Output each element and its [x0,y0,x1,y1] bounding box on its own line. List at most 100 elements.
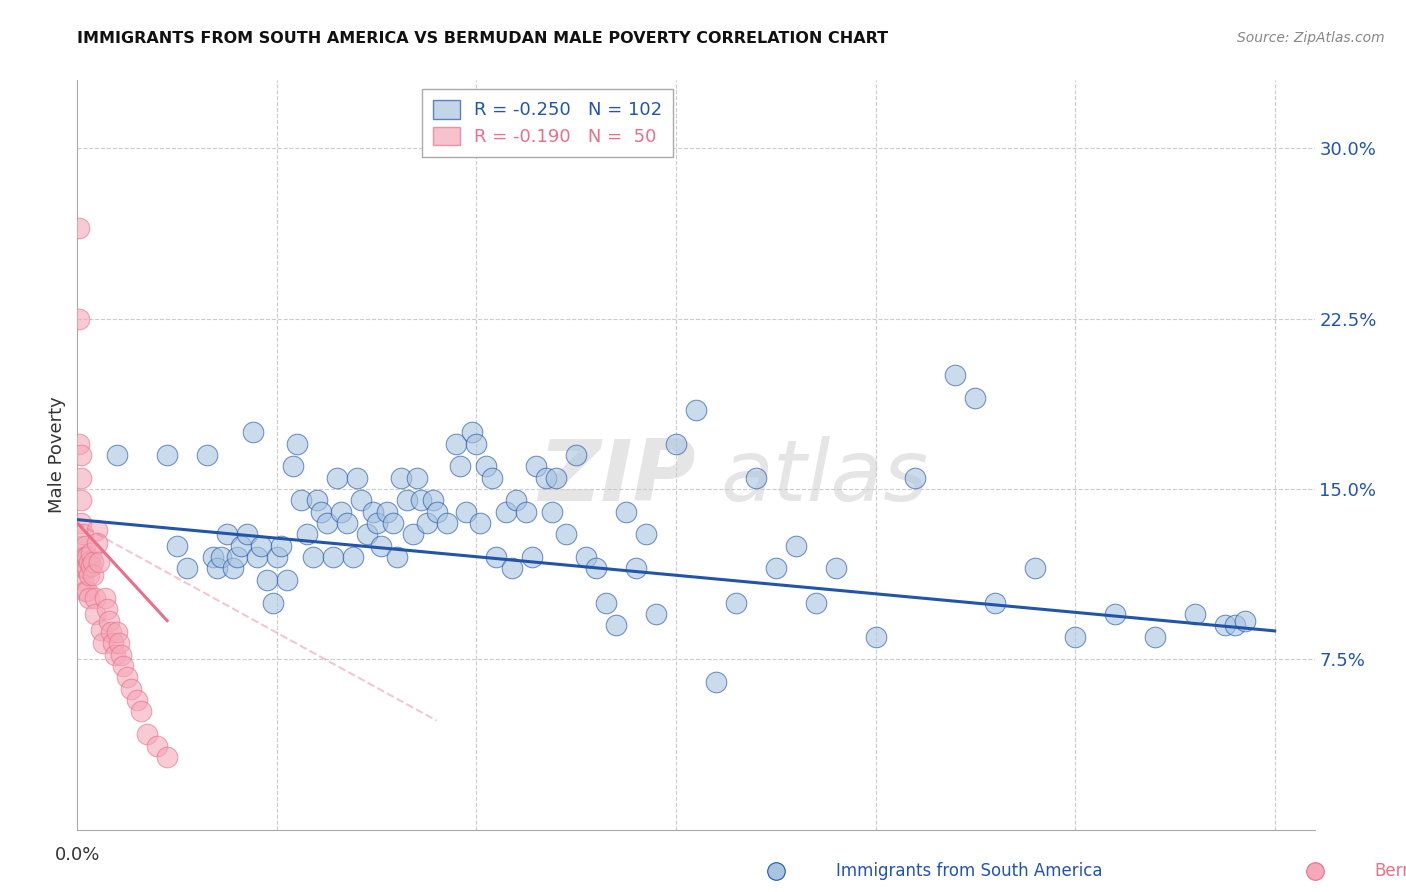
Point [546,470,568,484]
Point [1024,561,1046,575]
Point [381,516,404,530]
Point [72,527,94,541]
Point [281,459,304,474]
Point [461,425,484,440]
Point [79,555,101,569]
Point [804,595,827,609]
Point [100,625,122,640]
Point [585,561,607,575]
Point [395,493,418,508]
Point [120,681,142,696]
Point [326,470,349,484]
Point [329,505,352,519]
Point [456,505,478,519]
Point [565,448,588,462]
Point [1184,607,1206,621]
Point [645,607,668,621]
Point [209,550,232,565]
Point [1213,618,1236,632]
Point [262,595,284,609]
Point [96,602,118,616]
Point [301,550,323,565]
Point [555,527,578,541]
Text: Immigrants from South America: Immigrants from South America [835,862,1102,880]
Point [614,505,637,519]
Point [86,523,108,537]
Point [67,311,90,326]
Point [1143,630,1166,644]
Point [536,470,558,484]
Point [375,505,398,519]
Text: Source: ZipAtlas.com: Source: ZipAtlas.com [1237,31,1385,45]
Point [315,516,337,530]
Point [156,750,179,764]
Point [266,550,288,565]
Point [91,636,114,650]
Point [79,591,101,605]
Point [86,536,108,550]
Point [166,539,188,553]
Point [76,584,98,599]
Point [515,505,537,519]
Point [70,470,93,484]
Point [90,623,112,637]
Point [80,545,103,559]
Point [385,550,408,565]
Point [370,539,392,553]
Point [229,539,252,553]
Point [765,561,787,575]
Point [256,573,278,587]
Point [82,555,104,569]
Point [94,591,117,605]
Point [322,550,344,565]
Point [945,368,967,383]
Point [356,527,378,541]
Point [115,670,138,684]
Point [501,561,523,575]
Point [176,561,198,575]
Point [103,636,125,650]
Point [1233,614,1256,628]
Point [350,493,373,508]
Point [75,584,97,599]
Point [309,505,332,519]
Point [72,573,94,587]
Point [270,539,292,553]
Point [226,550,249,565]
Point [67,436,90,450]
Text: Bermudans: Bermudans [1375,862,1406,880]
Point [290,493,312,508]
Point [79,568,101,582]
Point [105,448,128,462]
Point [450,459,472,474]
Point [346,470,368,484]
Point [465,436,488,450]
Point [605,618,627,632]
Point [724,595,747,609]
Point [415,516,437,530]
Point [389,470,412,484]
Point [67,220,90,235]
Point [436,516,458,530]
Point [422,493,444,508]
Point [136,727,159,741]
Point [342,550,364,565]
Point [202,550,225,565]
Point [250,539,273,553]
Text: atlas: atlas [721,436,929,519]
Point [89,555,111,569]
Point [366,516,388,530]
Point [575,550,598,565]
Point [70,448,93,462]
Point [98,614,121,628]
Point [285,436,308,450]
Point [624,561,647,575]
Point [80,559,103,574]
Point [110,648,132,662]
Point [82,568,104,582]
Point [636,527,658,541]
Point [475,459,498,474]
Point [495,505,517,519]
Point [195,448,218,462]
Point [242,425,264,440]
